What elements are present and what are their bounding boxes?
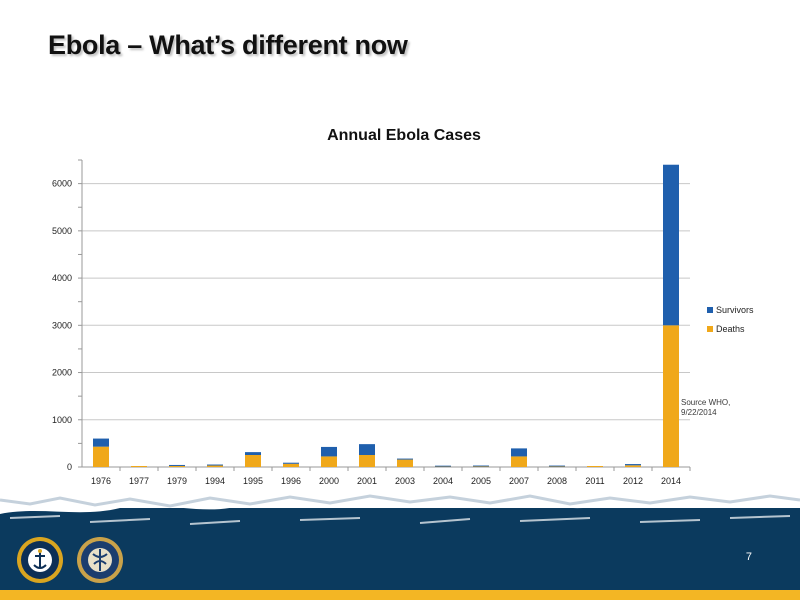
- x-axis-labels: 1976 1977 1979 1994 1995 1996 2000 2001 2003 2004…: [91, 476, 681, 486]
- x-tick-label: 1994: [205, 476, 225, 486]
- x-tick-label: 2005: [471, 476, 491, 486]
- source-note-line: Source WHO,: [681, 398, 731, 407]
- bar-survivors-2014: [663, 164, 679, 326]
- gridlines: [78, 159, 690, 468]
- slide-title: Ebola – What’s different now: [48, 30, 408, 60]
- y-tick-label: 0: [67, 462, 72, 472]
- bar-deaths-2003: [397, 459, 413, 467]
- bar-deaths-2011: [587, 466, 603, 467]
- bar-survivors-1996: [283, 462, 299, 464]
- legend-label-survivors: Survivors: [716, 305, 754, 315]
- x-tick-label: 1995: [243, 476, 263, 486]
- bar-deaths-1994: [207, 465, 223, 467]
- page-number: 7: [745, 551, 752, 563]
- bar-survivors-1976: [93, 438, 109, 447]
- bar-survivors-1994: [207, 464, 223, 466]
- bar-survivors-1979: [169, 464, 185, 466]
- navy-medicine-seal: [77, 537, 123, 583]
- bar-deaths-1979: [169, 465, 185, 467]
- bar-deaths-1976: [93, 446, 109, 467]
- x-tick-label: 1976: [91, 476, 111, 486]
- bar-deaths-1977: [131, 466, 147, 467]
- legend: Survivors Deaths: [707, 305, 754, 334]
- x-tick-label: 2014: [661, 476, 681, 486]
- bars: [93, 164, 679, 467]
- x-tick-label: 2008: [547, 476, 567, 486]
- bar-survivors-1995: [245, 452, 261, 456]
- y-tick-label: 5000: [52, 226, 72, 236]
- legend-swatch-survivors: [707, 307, 713, 313]
- bar-survivors-2012: [625, 464, 641, 466]
- source-note: Source WHO, 9/22/2014: [681, 398, 751, 418]
- source-note-line: 9/22/2014: [681, 408, 717, 417]
- y-tick-label: 4000: [52, 273, 72, 283]
- x-tick-label: 2000: [319, 476, 339, 486]
- footer-band: [0, 528, 800, 590]
- x-tick-label: 2012: [623, 476, 643, 486]
- bar-survivors-2004: [435, 465, 451, 467]
- axes: [81, 160, 691, 471]
- x-tick-label: 2011: [585, 476, 604, 486]
- bar-deaths-2007: [511, 456, 527, 467]
- x-tick-label: 2007: [509, 476, 529, 486]
- x-tick-label: 2003: [395, 476, 415, 486]
- navy-marine-corps-public-health-center-seal: [17, 537, 63, 583]
- footer-texture: [0, 488, 800, 532]
- chart-title: Annual Ebola Cases: [327, 127, 481, 144]
- bar-deaths-2000: [321, 456, 337, 467]
- x-tick-label: 2001: [357, 476, 377, 486]
- x-tick-label: 2004: [433, 476, 453, 486]
- bar-survivors-2001: [359, 444, 375, 456]
- y-tick-label: 1000: [52, 415, 72, 425]
- bar-deaths-2001: [359, 455, 375, 467]
- bar-deaths-1996: [283, 463, 299, 467]
- bar-survivors-2003: [397, 458, 413, 460]
- bar-deaths-2012: [625, 465, 641, 467]
- bar-survivors-2007: [511, 448, 527, 457]
- legend-swatch-deaths: [707, 326, 713, 332]
- x-tick-label: 1996: [281, 476, 301, 486]
- y-axis-labels: 0 1000 2000 3000 4000 5000 6000: [52, 179, 72, 472]
- footer-stripe: [0, 590, 800, 600]
- y-tick-label: 3000: [52, 320, 72, 330]
- bar-survivors-2005: [473, 465, 489, 467]
- y-tick-label: 2000: [52, 368, 72, 378]
- x-tick-label: 1977: [129, 476, 149, 486]
- bar-deaths-1995: [245, 455, 261, 467]
- x-tick-label: 1979: [167, 476, 187, 486]
- y-tick-label: 6000: [52, 179, 72, 189]
- ebola-cases-chart: Annual Ebola Cases 1976 1977 1979 1994 1995 1…: [52, 127, 754, 486]
- legend-label-deaths: Deaths: [716, 324, 745, 334]
- bar-survivors-2008: [549, 465, 565, 467]
- bar-survivors-2000: [321, 446, 337, 457]
- bar-deaths-2014: [663, 325, 679, 467]
